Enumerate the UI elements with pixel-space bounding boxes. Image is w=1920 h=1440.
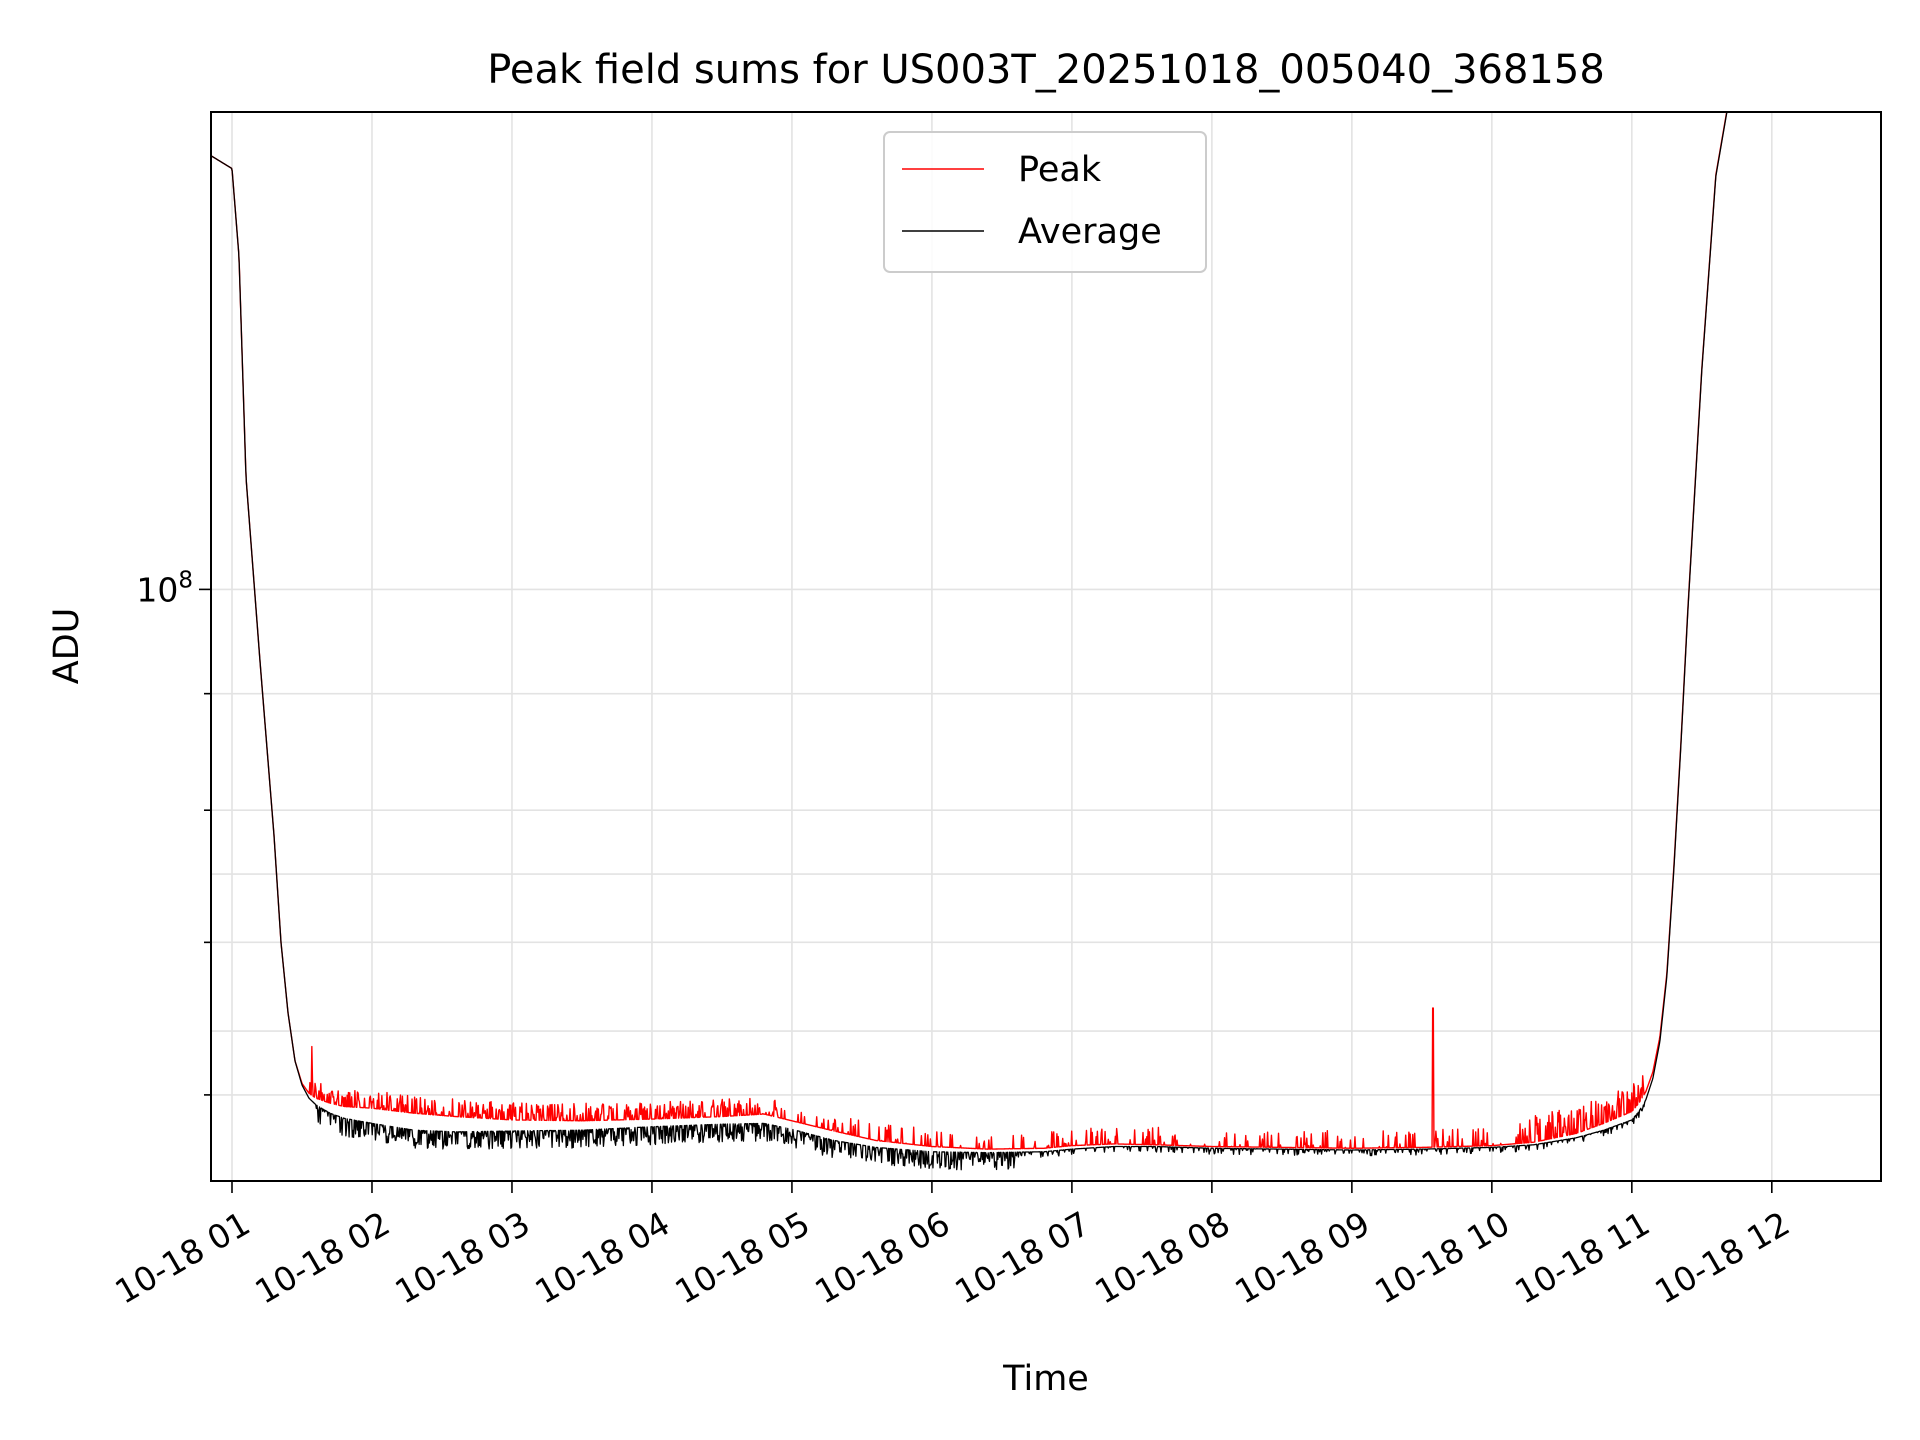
- series-line-peak: [211, 112, 1728, 1150]
- series-layer: [211, 112, 1728, 1171]
- legend-average-label: Average: [1018, 212, 1162, 252]
- y-tick-label: 108: [136, 567, 193, 609]
- y-axis: 108: [136, 567, 211, 1096]
- y-axis-label: ADU: [47, 608, 87, 685]
- chart-title: Peak field sums for US003T_20251018_0050…: [487, 47, 1605, 93]
- legend-peak-label: Peak: [1018, 150, 1102, 190]
- legend: Peak Average: [883, 131, 1207, 273]
- plot-frame: [210, 111, 1882, 1182]
- series-line-average: [211, 112, 1728, 1171]
- x-axis-label: Time: [1002, 1359, 1089, 1399]
- legend-box: [883, 131, 1207, 273]
- grid: [211, 112, 1881, 1181]
